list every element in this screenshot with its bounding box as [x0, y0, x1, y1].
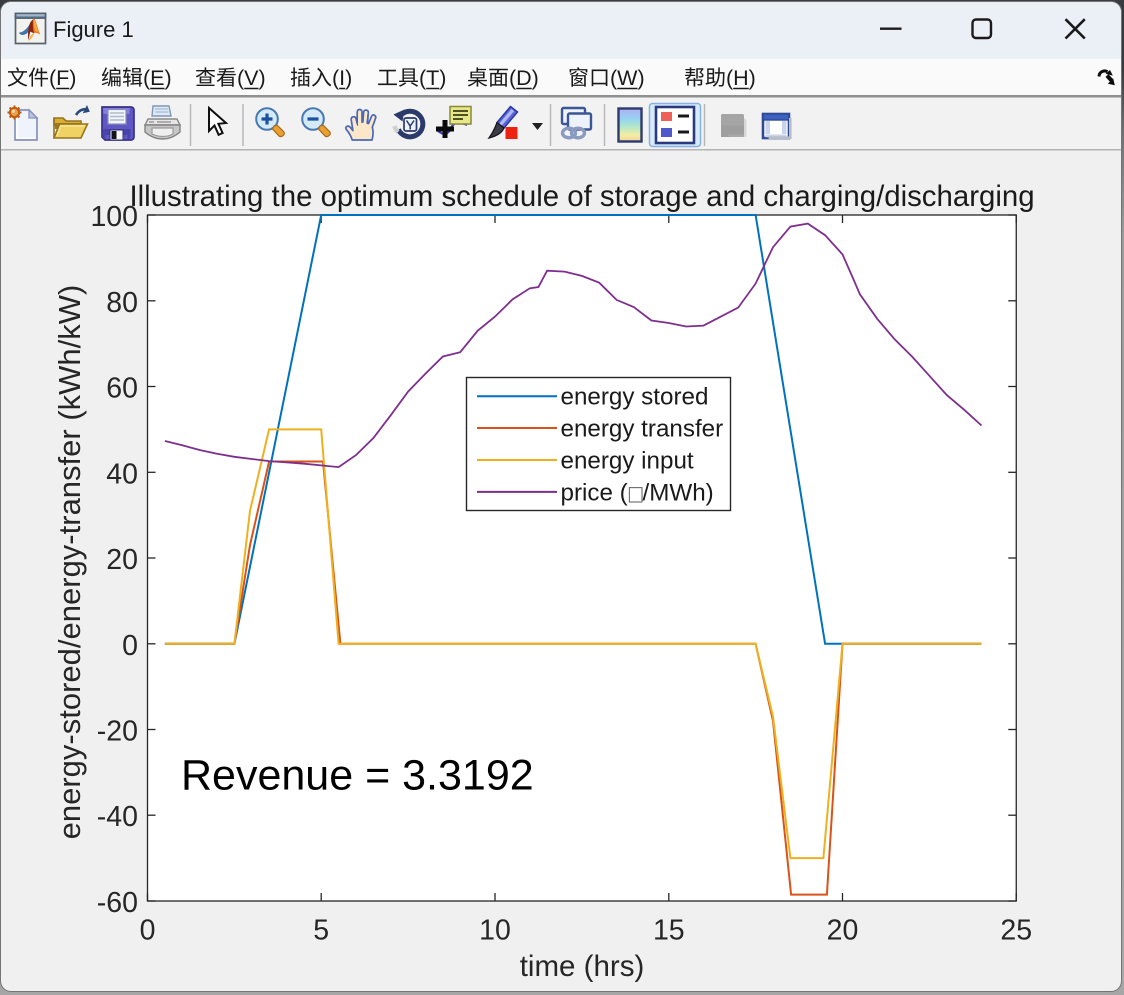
svg-text:-20: -20 — [97, 716, 138, 748]
svg-text:(T): (T) — [419, 66, 446, 90]
svg-text:Illustrating the optimum sched: Illustrating the optimum schedule of sto… — [129, 180, 1034, 213]
svg-text:energy input: energy input — [561, 448, 694, 475]
svg-text:energy stored: energy stored — [561, 384, 709, 411]
svg-text:(V): (V) — [237, 66, 266, 90]
svg-text:(D): (D) — [509, 66, 539, 90]
svg-text:20: 20 — [106, 544, 138, 576]
svg-text:20: 20 — [827, 915, 859, 947]
svg-text:/MWh): /MWh) — [643, 479, 714, 506]
svg-text:0: 0 — [122, 630, 138, 662]
svg-text:0: 0 — [140, 915, 156, 947]
svg-text:energy-stored/energy-transfer: energy-stored/energy-transfer (kWh/kW) — [52, 285, 87, 840]
svg-text:-40: -40 — [97, 801, 138, 833]
svg-text:100: 100 — [90, 201, 138, 233]
svg-text:5: 5 — [313, 915, 329, 947]
svg-text:(W): (W) — [610, 66, 645, 90]
svg-text:(F): (F) — [49, 66, 76, 90]
svg-text:80: 80 — [106, 287, 138, 319]
svg-text:15: 15 — [653, 915, 685, 947]
svg-text:-60: -60 — [97, 887, 138, 919]
svg-text:60: 60 — [106, 373, 138, 405]
svg-text:Revenue = 3.3192: Revenue = 3.3192 — [181, 752, 534, 800]
svg-text:price (: price ( — [561, 479, 628, 506]
svg-text:10: 10 — [479, 915, 511, 947]
svg-text:(I): (I) — [332, 66, 352, 90]
svg-text:25: 25 — [1000, 915, 1032, 947]
svg-text:(E): (E) — [143, 66, 172, 90]
svg-text:Figure 1: Figure 1 — [53, 17, 134, 42]
svg-text:time (hrs): time (hrs) — [520, 950, 645, 983]
svg-text:energy transfer: energy transfer — [561, 416, 724, 443]
svg-text:(H): (H) — [726, 66, 756, 90]
svg-text:40: 40 — [106, 458, 138, 490]
